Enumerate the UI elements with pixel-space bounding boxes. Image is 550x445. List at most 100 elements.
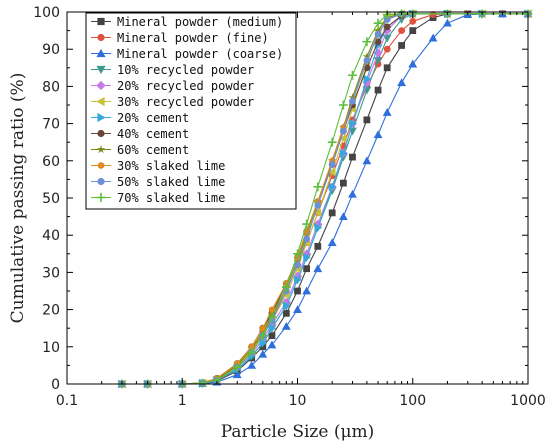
data-point: [268, 306, 275, 313]
data-point: [428, 33, 438, 42]
data-point: [408, 59, 418, 68]
legend-label: 30% recycled powder: [117, 95, 254, 109]
y-axis-title: Cumulative passing ratio (%): [8, 73, 28, 324]
data-point: [259, 338, 268, 348]
y-tick-label: 30: [42, 265, 60, 281]
legend-label: Mineral powder (coarse): [117, 47, 283, 61]
data-point: [443, 18, 452, 27]
data-point: [268, 332, 276, 340]
y-tick-label: 100: [33, 5, 60, 21]
legend-item: 10% recycled powder: [91, 63, 254, 77]
data-point: [97, 129, 105, 138]
legend-item: 20% cement: [91, 111, 189, 125]
data-point: [383, 23, 391, 31]
y-tick-label: 90: [42, 42, 60, 58]
data-point: [282, 309, 290, 317]
data-point: [302, 286, 312, 295]
data-point: [339, 179, 347, 187]
data-point: [397, 78, 406, 87]
data-point: [339, 148, 348, 158]
x-tick-label: 1000: [510, 393, 546, 409]
data-point: [303, 235, 311, 243]
x-axis-title: Particle Size (μm): [221, 422, 375, 442]
data-point: [294, 261, 301, 269]
data-point: [349, 153, 356, 161]
legend-item: Mineral powder (fine): [91, 31, 269, 45]
data-point: [314, 242, 322, 250]
data-point: [374, 30, 382, 38]
data-point: [267, 340, 277, 349]
data-point: [248, 343, 255, 351]
data-point: [313, 182, 323, 192]
data-point: [313, 208, 322, 218]
data-point: [382, 108, 392, 116]
data-point: [247, 361, 257, 369]
legend: Mineral powder (medium) Mineral powder (f…: [85, 12, 297, 210]
data-point: [373, 26, 383, 35]
y-tick-label: 10: [42, 340, 60, 356]
x-tick-label: 1: [178, 393, 187, 409]
data-point: [362, 156, 372, 165]
data-point: [363, 56, 371, 64]
legend-label: 60% cement: [117, 143, 189, 157]
y-tick-label: 0: [51, 377, 60, 393]
data-point: [96, 48, 106, 58]
data-point: [398, 27, 405, 34]
legend-item: 60% cement: [91, 143, 189, 157]
y-tick-label: 20: [42, 303, 60, 319]
data-point: [97, 33, 105, 42]
data-point: [328, 161, 336, 168]
data-point: [294, 275, 302, 285]
data-point: [429, 11, 437, 19]
legend-box: [85, 12, 297, 210]
data-point: [383, 45, 391, 53]
data-point: [348, 189, 357, 198]
data-point: [259, 324, 266, 332]
y-tick-label: 50: [42, 191, 60, 207]
data-point: [303, 265, 311, 273]
data-point: [96, 96, 105, 107]
data-point: [363, 74, 372, 84]
data-point: [258, 349, 268, 358]
data-point: [383, 16, 391, 23]
data-point: [96, 80, 106, 91]
data-point: [374, 86, 382, 94]
data-point: [293, 271, 302, 281]
legend-item: 40% cement: [91, 127, 189, 141]
data-point: [268, 323, 277, 333]
plot-area: [117, 9, 533, 389]
data-point: [398, 42, 405, 49]
legend-label: Mineral powder (fine): [117, 31, 269, 45]
data-point: [373, 18, 383, 28]
data-point: [338, 134, 347, 143]
data-point: [303, 253, 312, 262]
data-point: [198, 378, 207, 388]
legend-label: 10% recycled powder: [117, 63, 254, 77]
data-point: [374, 38, 382, 46]
data-point: [314, 223, 323, 233]
x-tick-label: 100: [399, 393, 426, 409]
data-point: [294, 287, 301, 295]
y-tick-label: 80: [42, 79, 60, 95]
data-point: [232, 362, 242, 372]
data-point: [327, 167, 336, 177]
data-point: [97, 17, 105, 26]
legend-item: 70% slaked lime: [91, 191, 225, 205]
data-point: [293, 249, 302, 259]
data-point: [96, 192, 106, 203]
data-point: [313, 264, 323, 273]
data-point: [327, 238, 337, 247]
data-point: [348, 70, 357, 80]
legend-label: 30% slaked lime: [117, 159, 225, 173]
legend-item: Mineral powder (coarse): [91, 47, 283, 61]
data-point: [338, 100, 348, 110]
data-point: [247, 347, 257, 357]
data-point: [232, 370, 242, 379]
legend-item: 30% slaked lime: [91, 159, 225, 173]
legend-label: 40% cement: [117, 127, 189, 141]
data-point: [362, 37, 372, 47]
x-tick-label: 0.1: [56, 393, 78, 409]
data-point: [302, 219, 312, 229]
legend-item: 30% recycled powder: [91, 95, 254, 109]
